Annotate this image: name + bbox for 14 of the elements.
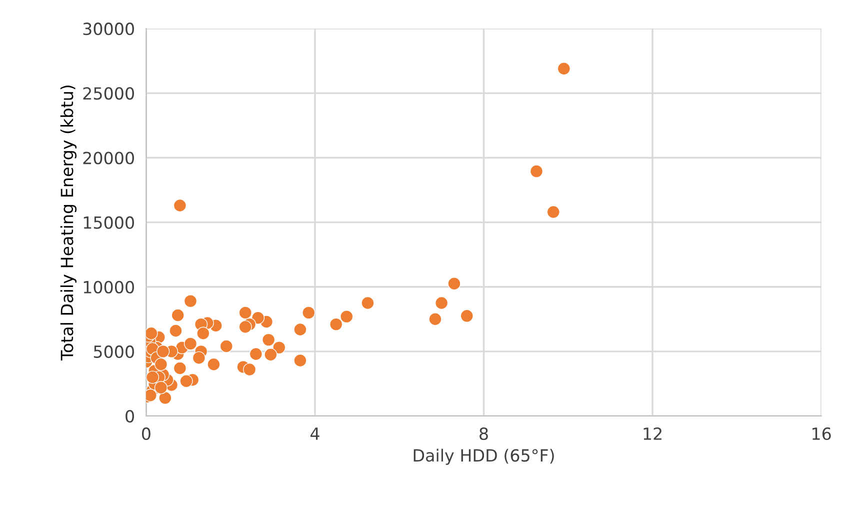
x-tick-label: 12 bbox=[644, 427, 662, 440]
y-tick-label: 30000 bbox=[83, 22, 134, 36]
y-tick-label: 5000 bbox=[94, 345, 134, 358]
x-tick-label: 0 bbox=[142, 427, 150, 440]
y-tick-label: 10000 bbox=[84, 280, 134, 294]
y-axis-title: Total Daily Heating Energy (kbtu) bbox=[60, 86, 77, 360]
x-tick-label: 16 bbox=[812, 427, 831, 440]
x-tick-label: 8 bbox=[480, 427, 488, 440]
x-tick-label: 4 bbox=[310, 428, 320, 440]
x-axis-title: Daily HDD (65°F) bbox=[414, 448, 554, 465]
y-tick-label: 20000 bbox=[83, 152, 134, 164]
y-tick-label: 15000 bbox=[84, 216, 134, 229]
y-tick-label: 25000 bbox=[83, 87, 134, 100]
y-tick-label: 0 bbox=[126, 410, 134, 423]
